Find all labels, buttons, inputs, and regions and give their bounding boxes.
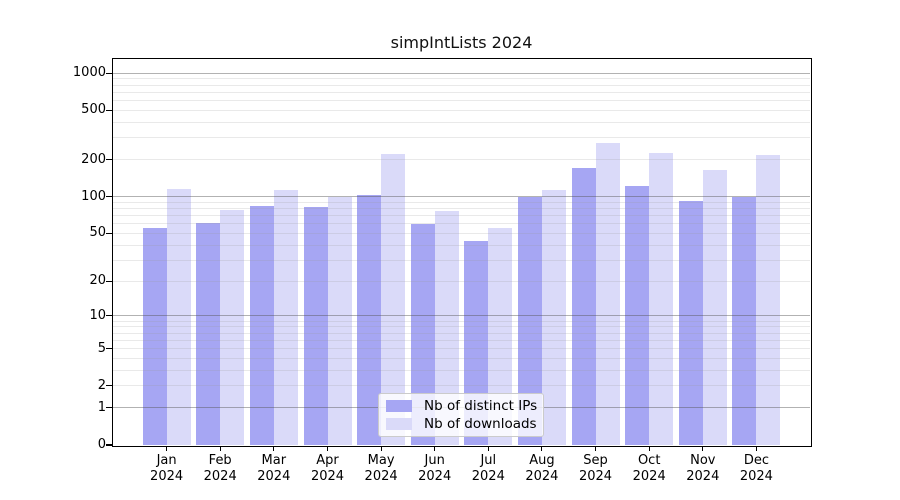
x-axis-tick-label: Jul 2024 xyxy=(471,453,505,484)
y-axis-tick-mark xyxy=(106,196,113,198)
x-axis-tick-label: Jun 2024 xyxy=(418,453,452,484)
y-axis-tick-mark xyxy=(106,109,113,111)
y-axis-tick-mark xyxy=(106,385,113,387)
x-axis-tick-mark xyxy=(219,446,221,451)
x-axis-tick-mark xyxy=(487,446,489,451)
y-axis-tick-label: 100 xyxy=(81,188,106,204)
x-axis-tick-mark xyxy=(326,446,329,451)
bar-distinct-ips xyxy=(357,195,382,445)
gridline-major xyxy=(113,72,810,74)
bar-distinct-ips xyxy=(732,196,757,445)
y-axis-tick-mark xyxy=(106,158,113,161)
gridline-minor xyxy=(113,109,810,111)
y-axis-tick-mark xyxy=(106,348,113,350)
x-axis-tick-label: Nov 2024 xyxy=(686,453,720,484)
y-axis-tick-mark xyxy=(106,280,113,282)
bar-distinct-ips xyxy=(196,222,221,445)
x-axis-tick-mark xyxy=(380,446,382,451)
bar-downloads xyxy=(273,190,298,445)
y-axis-tick-label: 0 xyxy=(97,437,106,452)
x-axis-tick-mark xyxy=(702,446,704,451)
y-axis-tick-label: 1000 xyxy=(72,65,106,81)
bar-downloads xyxy=(541,189,566,445)
bar-downloads xyxy=(756,154,781,445)
y-axis-tick-label: 50 xyxy=(89,225,106,241)
legend-label-distinct-ips: Nb of distinct IPs xyxy=(424,398,538,415)
y-axis-tick-label: 2 xyxy=(97,377,106,393)
gridline-minor xyxy=(113,100,810,102)
gridline-minor xyxy=(113,91,810,93)
gridline-minor xyxy=(113,84,810,86)
x-axis-tick-label: Sep 2024 xyxy=(578,453,613,484)
bar-distinct-ips xyxy=(249,205,274,445)
y-axis-tick-label: 20 xyxy=(89,273,106,289)
legend-row-distinct-ips: Nb of distinct IPs xyxy=(386,398,538,415)
y-axis-tick-mark xyxy=(106,232,113,234)
x-axis-tick-label: Feb 2024 xyxy=(203,453,237,484)
x-axis-tick-label: Mar 2024 xyxy=(257,453,291,484)
x-axis-tick-mark xyxy=(166,446,168,451)
gridline-minor xyxy=(113,121,810,123)
y-axis-tick-mark xyxy=(106,407,113,409)
legend: Nb of distinct IPs Nb of downloads xyxy=(378,393,544,437)
bar-distinct-ips xyxy=(571,168,596,445)
x-axis-tick-label: Jan 2024 xyxy=(150,453,184,484)
x-axis-tick-mark xyxy=(755,446,757,451)
y-axis-tick-label: 5 xyxy=(97,340,106,356)
y-axis-tick-label: 1 xyxy=(97,399,106,415)
bar-downloads xyxy=(702,169,727,445)
x-axis-tick-mark xyxy=(594,446,597,451)
bar-distinct-ips xyxy=(678,201,703,445)
legend-label-downloads: Nb of downloads xyxy=(424,415,537,432)
x-axis-tick-mark xyxy=(541,446,543,451)
x-axis-tick-label: Oct 2024 xyxy=(632,453,666,484)
bar-distinct-ips xyxy=(303,207,328,445)
bar-downloads xyxy=(649,152,674,445)
y-axis-tick-label: 10 xyxy=(89,307,106,323)
y-axis-tick-label: 500 xyxy=(81,102,106,118)
y-axis-tick-mark xyxy=(106,315,113,317)
bar-downloads xyxy=(166,188,191,445)
x-axis-tick-mark xyxy=(273,446,275,451)
plot-area xyxy=(113,59,810,445)
chart-title: simpIntLists 2024 xyxy=(390,33,533,52)
bar-distinct-ips xyxy=(625,186,650,445)
gridline-minor xyxy=(113,159,810,160)
x-axis-tick-label: Apr 2024 xyxy=(310,453,345,484)
y-axis-tick-label: 200 xyxy=(81,151,106,167)
bar-downloads xyxy=(220,209,245,445)
y-axis-tick-mark xyxy=(106,72,113,74)
x-axis-tick-mark xyxy=(434,446,436,451)
x-axis-tick-label: Dec 2024 xyxy=(739,453,773,484)
bar-distinct-ips xyxy=(142,228,167,445)
bar-downloads xyxy=(327,196,352,445)
x-axis-tick-mark xyxy=(648,446,650,451)
y-axis-tick-mark xyxy=(106,444,113,446)
gridline-minor xyxy=(113,137,810,139)
legend-swatch-distinct-ips-icon xyxy=(386,400,412,413)
x-axis-tick-label: May 2024 xyxy=(364,453,398,484)
gridline-minor xyxy=(113,78,810,80)
legend-row-downloads: Nb of downloads xyxy=(386,415,537,432)
bar-downloads xyxy=(595,143,620,445)
legend-swatch-downloads-icon xyxy=(386,417,412,430)
x-axis-tick-label: Aug 2024 xyxy=(525,453,559,484)
